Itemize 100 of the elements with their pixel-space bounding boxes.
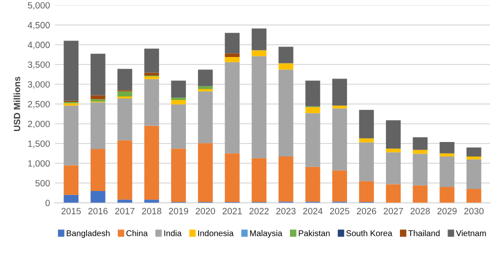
bar xyxy=(412,185,428,203)
bar xyxy=(466,147,482,157)
legend-label: Thailand xyxy=(408,230,440,236)
bar xyxy=(117,140,132,200)
bar xyxy=(412,137,428,150)
bar xyxy=(64,106,78,166)
bar xyxy=(440,186,454,203)
bar xyxy=(278,63,294,70)
bar xyxy=(144,126,160,200)
x-tick-label: 2016 xyxy=(88,208,108,214)
y-tick-label: 3,500 xyxy=(28,61,50,69)
y-tick-label: 5,000 xyxy=(28,2,50,10)
y-tick-label: 4,500 xyxy=(28,22,50,30)
bar xyxy=(90,95,106,100)
x-tick-label: 2026 xyxy=(356,208,376,214)
x-tick-label: 2025 xyxy=(330,208,350,214)
x-tick-label: 2018 xyxy=(142,208,162,214)
bar xyxy=(198,86,213,89)
legend-label: South Korea xyxy=(346,230,392,236)
y-tick-label: 2,000 xyxy=(28,120,50,128)
bar xyxy=(198,88,213,92)
bar xyxy=(224,32,240,54)
bar xyxy=(305,107,320,114)
bar xyxy=(198,70,213,86)
bar xyxy=(305,80,320,106)
x-tick-label: 2029 xyxy=(437,208,457,214)
bar xyxy=(386,148,401,152)
bar xyxy=(117,68,132,90)
bar xyxy=(252,50,266,56)
legend-label: Pakistan xyxy=(298,230,330,236)
bar xyxy=(332,106,348,108)
bar xyxy=(224,153,240,202)
bar xyxy=(466,159,482,189)
bar xyxy=(252,56,266,158)
bar xyxy=(386,152,401,184)
y-tick-label: 3,000 xyxy=(28,81,50,89)
x-tick-label: 2024 xyxy=(303,208,323,214)
bar xyxy=(90,190,106,203)
x-tick-label: 2023 xyxy=(276,208,296,214)
bar xyxy=(117,200,132,203)
bar xyxy=(332,170,348,202)
y-axis-title: USD Millions xyxy=(14,76,20,132)
legend-label: China xyxy=(126,230,148,236)
bar xyxy=(64,103,78,106)
bar xyxy=(224,62,240,154)
bar xyxy=(278,156,294,202)
bar xyxy=(90,102,106,150)
bar xyxy=(144,48,160,73)
bar xyxy=(144,79,160,126)
bar xyxy=(171,148,186,202)
bar xyxy=(171,80,186,98)
bar xyxy=(278,70,294,157)
bar xyxy=(440,153,454,157)
bar xyxy=(386,184,401,203)
bar xyxy=(359,138,374,142)
bar xyxy=(252,28,266,50)
bar xyxy=(466,188,482,203)
y-tick-label: 500 xyxy=(35,180,50,186)
bar xyxy=(64,165,78,195)
bar xyxy=(440,142,454,154)
x-tick-label: 2030 xyxy=(464,208,484,214)
bar xyxy=(171,98,186,100)
y-tick-label: 1,500 xyxy=(28,140,50,148)
bar xyxy=(412,150,428,154)
bar xyxy=(198,143,213,202)
bar xyxy=(332,108,348,170)
x-tick-label: 2017 xyxy=(115,208,134,214)
bar xyxy=(171,100,186,104)
bar xyxy=(305,166,320,202)
bar xyxy=(359,110,374,138)
bar xyxy=(278,46,294,64)
bar xyxy=(252,158,266,202)
bar xyxy=(332,78,348,106)
x-tick-label: 2027 xyxy=(384,208,403,214)
bar xyxy=(224,56,240,62)
bar xyxy=(224,53,240,57)
bar xyxy=(359,142,374,182)
legend-label: Vietnam xyxy=(456,230,486,236)
bar xyxy=(386,120,401,149)
bar xyxy=(90,54,106,96)
bar xyxy=(412,154,428,186)
bar xyxy=(90,149,106,191)
bar xyxy=(359,181,374,202)
y-tick-label: 2,500 xyxy=(28,100,50,108)
bar xyxy=(64,40,78,101)
bar xyxy=(198,91,213,144)
bar xyxy=(440,156,454,187)
legend-label: Malaysia xyxy=(250,230,282,238)
x-tick-label: 2019 xyxy=(168,208,188,214)
x-tick-label: 2015 xyxy=(62,208,81,214)
x-tick-label: 2022 xyxy=(249,208,269,214)
legend-label: Indonesia xyxy=(198,230,234,236)
y-tick-label: 4,000 xyxy=(28,42,50,50)
y-tick-label: 0 xyxy=(45,200,50,206)
x-tick-label: 2020 xyxy=(196,208,216,214)
bar xyxy=(171,104,186,149)
bar xyxy=(117,98,132,140)
bar xyxy=(64,194,78,203)
y-tick-label: 1,000 xyxy=(28,160,50,168)
legend-label: India xyxy=(164,230,182,236)
